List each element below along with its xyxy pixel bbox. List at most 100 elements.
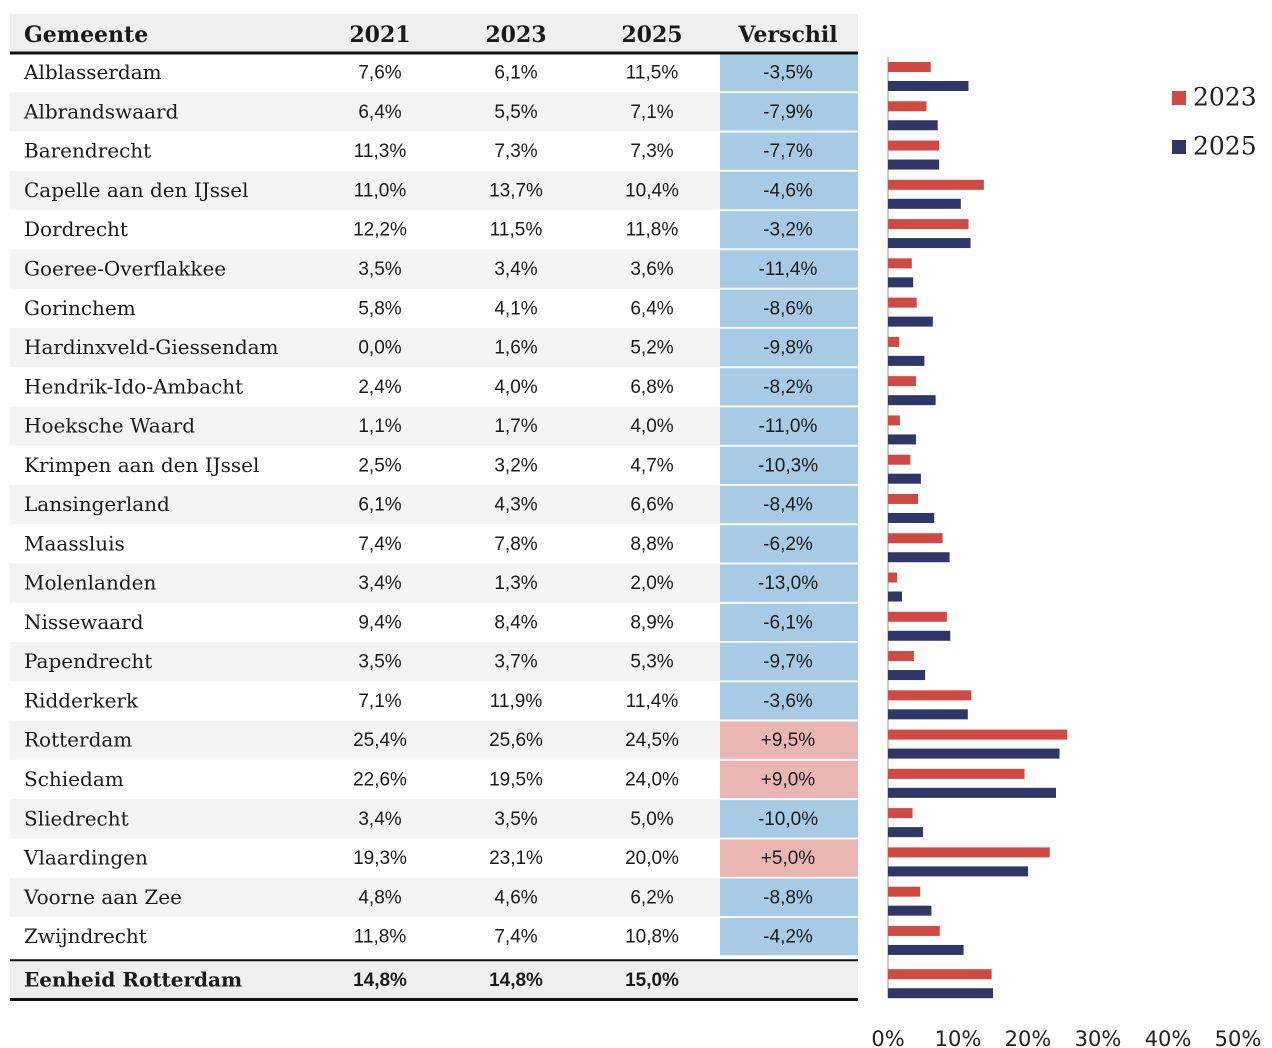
verschil-cell [720,485,858,524]
bar [888,729,1068,740]
number-cell: -4,6% [763,180,813,201]
number-cell: 3,6% [630,259,673,280]
number-cell: 1,3% [494,573,537,594]
verschil-cell [720,643,858,681]
bar [888,886,921,897]
name-cell: Rotterdam [24,728,132,752]
number-cell: 6,6% [630,495,673,516]
verschil-cell [720,250,858,288]
name-cell: Nissewaard [24,610,144,634]
number-cell: -3,5% [763,63,813,84]
x-tick-label: 40% [1145,1027,1192,1048]
verschil-cell [720,525,858,563]
bar [888,62,931,72]
bar [888,159,940,170]
number-cell: 11,4% [626,691,679,712]
number-cell: 2,0% [630,573,673,594]
verschil-cell [720,368,858,406]
bar [888,591,902,602]
name-cell: Dordrecht [24,217,128,241]
number-cell: 2,5% [358,455,401,476]
bar [888,988,993,999]
number-cell: 3,4% [494,259,537,280]
number-cell: 3,5% [358,652,401,673]
number-cell: 8,9% [630,612,673,633]
number-cell: 12,2% [353,220,407,241]
x-tick-label: 50% [1215,1027,1262,1048]
number-cell: +9,5% [761,730,816,751]
number-cell: -10,3% [758,455,818,476]
name-cell: Alblasserdam [23,60,162,84]
bar [888,415,900,426]
bar [888,709,968,720]
number-cell: 6,8% [630,377,673,398]
number-cell: -7,9% [763,102,813,123]
x-tick-label: 0% [871,1027,904,1048]
number-cell: -3,6% [763,691,813,712]
number-cell: 3,5% [494,809,537,830]
number-cell: 6,2% [630,887,673,908]
legend-label: 2025 [1193,132,1257,161]
bar [888,101,927,112]
number-cell: -4,2% [763,927,813,948]
name-cell: Zwijndrecht [24,924,147,948]
bar [888,572,898,583]
number-cell: -6,1% [763,612,813,633]
number-cell: 1,7% [494,416,537,437]
number-cell: -11,0% [759,416,818,437]
number-cell: 3,2% [494,455,537,476]
header-cell: 2025 [621,22,682,48]
number-cell: 5,5% [494,102,537,123]
number-cell: 1,6% [494,338,537,359]
name-cell: Capelle aan den IJssel [24,178,249,202]
number-cell: 0,0% [358,338,401,359]
bar [888,238,971,249]
bar [888,454,911,465]
bar [888,258,912,269]
name-cell: Schiedam [24,767,124,791]
number-cell: 5,2% [630,338,673,359]
row-bg [10,563,858,603]
name-cell: Maassluis [24,531,125,555]
number-cell: 22,6% [353,770,407,791]
number-cell: 5,3% [630,652,673,673]
header-cell: 2021 [349,22,410,48]
verschil-cell [720,132,858,170]
number-cell: 10,8% [625,927,679,948]
number-cell: 11,5% [626,63,679,84]
number-cell: 7,3% [630,141,673,162]
bar [888,512,935,523]
number-cell: 5,0% [630,809,673,830]
bar [888,552,950,563]
name-cell: Gorinchem [24,296,136,320]
verschil-cell [720,564,858,602]
name-cell: Hoeksche Waard [24,414,195,438]
number-cell: 3,5% [358,259,401,280]
bar [888,787,1056,798]
number-cell: 3,7% [494,652,537,673]
bar [888,905,932,916]
number-cell: 7,1% [358,691,401,712]
number-cell: 20,0% [625,848,679,869]
verschil-cell [720,211,858,249]
bar [888,944,964,955]
name-cell: Krimpen aan den IJssel [24,453,259,477]
number-cell: 7,8% [494,534,537,555]
number-cell: 4,8% [358,887,401,908]
row-bg [10,877,858,917]
bar [888,670,926,681]
bar [888,925,940,936]
number-cell: 6,1% [358,495,401,516]
row-bg [10,92,858,132]
bar [888,651,914,662]
bar [888,969,992,980]
verschil-cell [720,93,858,131]
verschil-cell [720,446,858,484]
bar [888,179,984,190]
bar [888,808,913,819]
verschil-cell [720,800,858,838]
name-cell: Sliedrecht [24,806,129,830]
header-cell: Verschil [737,22,837,48]
number-cell: 4,0% [494,377,537,398]
